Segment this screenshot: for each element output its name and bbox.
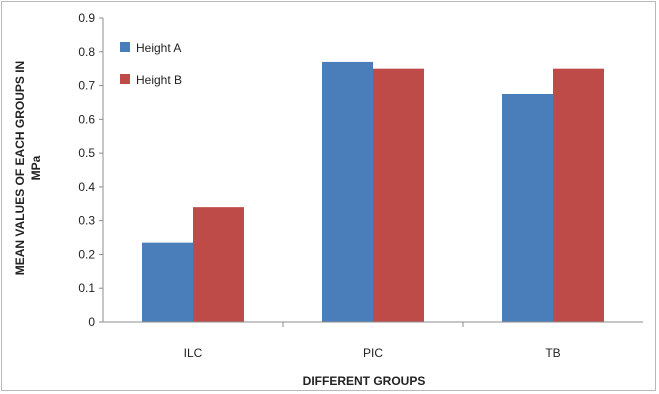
x-axis-ticks: ILC PIC TB (184, 322, 561, 360)
legend-label-height-a: Height A (136, 41, 181, 55)
y-tick-label: 0.9 (78, 11, 95, 25)
x-tick-label: ILC (184, 346, 203, 360)
x-axis-title: DIFFERENT GROUPS (303, 374, 426, 388)
x-tick-label: PIC (363, 346, 383, 360)
bar-height-b-tb (553, 68, 604, 323)
y-tick-label: 0.8 (78, 45, 95, 59)
y-axis-ticks: 0 0.1 0.2 0.3 0.4 0.5 0.6 0.7 0.8 0.9 (78, 11, 103, 329)
bar-height-a-ilc (142, 242, 193, 322)
y-tick-label: 0.3 (78, 214, 95, 228)
x-tick-label: TB (545, 346, 560, 360)
y-axis-title-line-2: MPa (29, 155, 43, 180)
y-tick-label: 0.1 (78, 281, 95, 295)
bar-height-a-tb (502, 94, 553, 322)
y-tick-label: 0 (88, 315, 95, 329)
bar-height-b-ilc (193, 207, 244, 322)
y-tick-label: 0.2 (78, 247, 95, 261)
y-axis-title-line-1: MEAN VALUES OF EACH GROUPS IN (13, 61, 27, 275)
y-tick-label: 0.4 (78, 180, 95, 194)
bars (142, 61, 604, 323)
bar-height-a-pic (322, 61, 373, 323)
y-tick-label: 0.7 (78, 79, 95, 93)
legend-swatch-height-b (120, 74, 130, 84)
legend-label-height-b: Height B (136, 73, 182, 87)
y-tick-label: 0.6 (78, 112, 95, 126)
legend-swatch-height-a (120, 42, 130, 52)
y-tick-label: 0.5 (78, 146, 95, 160)
bar-height-b-pic (373, 68, 424, 323)
legend: Height A Height B (120, 41, 182, 87)
